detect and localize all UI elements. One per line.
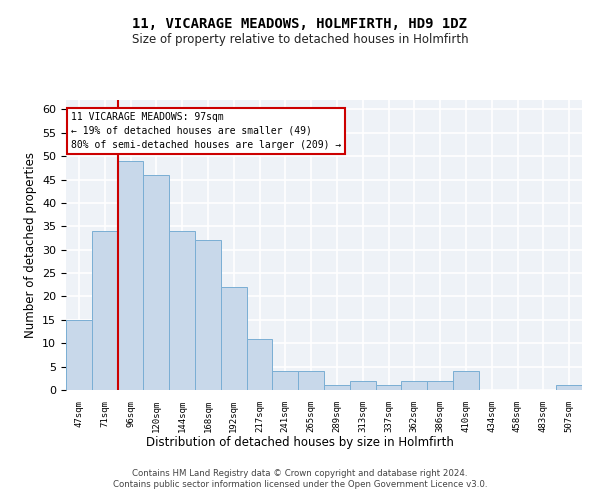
Bar xyxy=(453,372,479,390)
Text: 11 VICARAGE MEADOWS: 97sqm
← 19% of detached houses are smaller (49)
80% of semi: 11 VICARAGE MEADOWS: 97sqm ← 19% of deta… xyxy=(71,112,341,150)
Bar xyxy=(221,287,247,390)
Text: Distribution of detached houses by size in Holmfirth: Distribution of detached houses by size … xyxy=(146,436,454,449)
Bar xyxy=(272,372,298,390)
Bar xyxy=(143,175,169,390)
Bar xyxy=(556,386,582,390)
Bar xyxy=(427,380,453,390)
Bar xyxy=(247,338,272,390)
Bar xyxy=(195,240,221,390)
Bar xyxy=(92,231,118,390)
Bar xyxy=(298,372,324,390)
Bar xyxy=(324,386,350,390)
Bar xyxy=(66,320,92,390)
Text: Contains HM Land Registry data © Crown copyright and database right 2024.: Contains HM Land Registry data © Crown c… xyxy=(132,468,468,477)
Bar xyxy=(118,161,143,390)
Y-axis label: Number of detached properties: Number of detached properties xyxy=(23,152,37,338)
Bar xyxy=(350,380,376,390)
Bar xyxy=(169,231,195,390)
Bar xyxy=(376,386,401,390)
Text: Contains public sector information licensed under the Open Government Licence v3: Contains public sector information licen… xyxy=(113,480,487,489)
Bar xyxy=(401,380,427,390)
Text: Size of property relative to detached houses in Holmfirth: Size of property relative to detached ho… xyxy=(131,32,469,46)
Text: 11, VICARAGE MEADOWS, HOLMFIRTH, HD9 1DZ: 11, VICARAGE MEADOWS, HOLMFIRTH, HD9 1DZ xyxy=(133,18,467,32)
